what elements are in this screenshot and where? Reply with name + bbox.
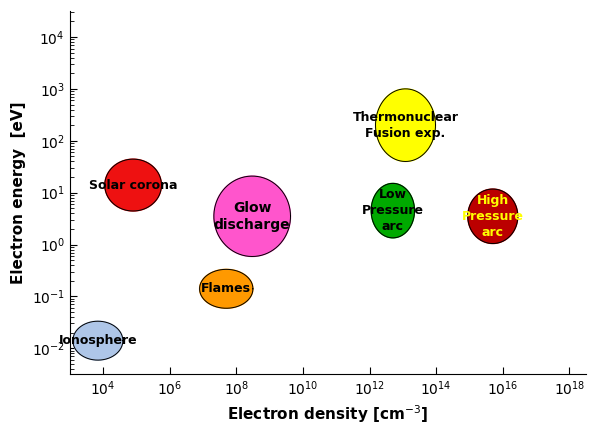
Text: Low
Pressure
arc: Low Pressure arc bbox=[362, 188, 424, 233]
Polygon shape bbox=[105, 159, 161, 211]
Text: Flames: Flames bbox=[202, 282, 251, 295]
Y-axis label: Electron energy  [eV]: Electron energy [eV] bbox=[11, 102, 26, 284]
Text: Solar corona: Solar corona bbox=[89, 179, 178, 191]
Text: Ionosphere: Ionosphere bbox=[59, 334, 137, 347]
Polygon shape bbox=[468, 189, 518, 244]
Text: Glow
discharge: Glow discharge bbox=[214, 201, 291, 232]
X-axis label: Electron density [cm$^{-3}$]: Electron density [cm$^{-3}$] bbox=[227, 403, 429, 425]
Polygon shape bbox=[200, 269, 253, 308]
Polygon shape bbox=[214, 176, 291, 256]
Polygon shape bbox=[73, 321, 123, 360]
Text: Thermonuclear
Fusion exp.: Thermonuclear Fusion exp. bbox=[352, 111, 459, 140]
Text: High
Pressure
arc: High Pressure arc bbox=[462, 194, 524, 239]
Polygon shape bbox=[371, 184, 414, 238]
Polygon shape bbox=[376, 89, 435, 161]
